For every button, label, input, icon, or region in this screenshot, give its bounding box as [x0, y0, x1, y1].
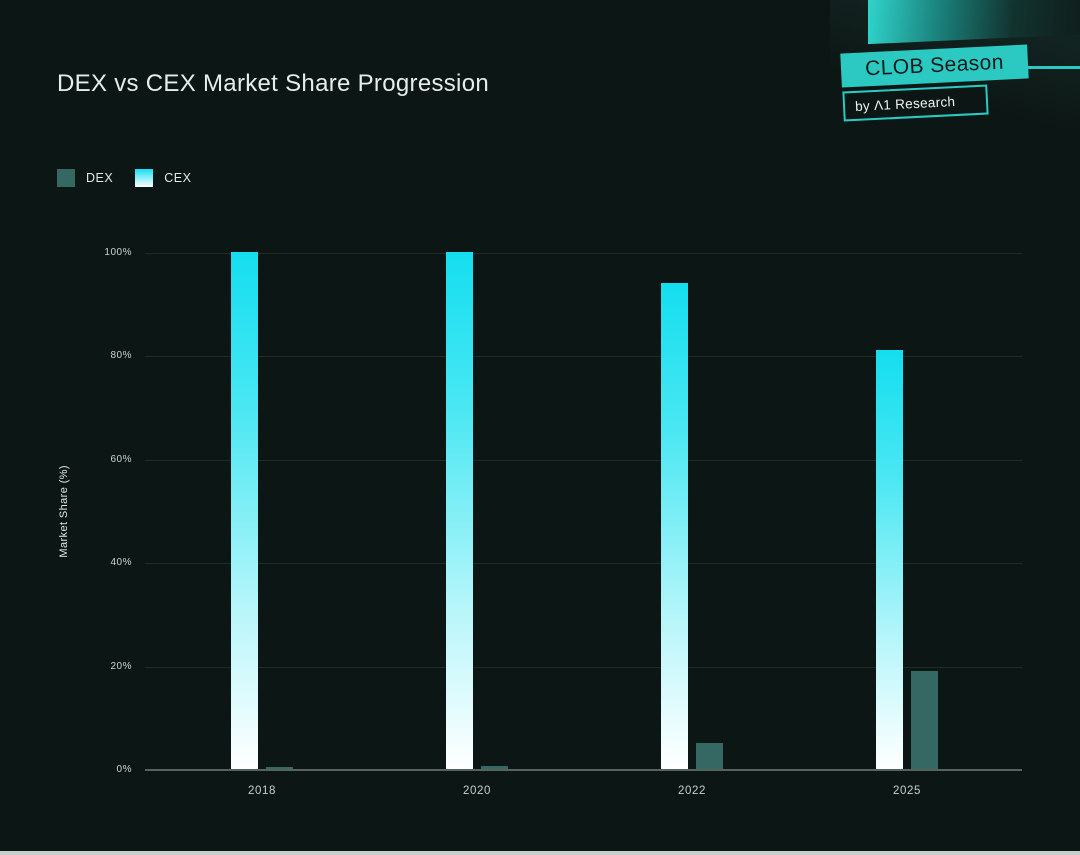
- legend-item-cex: CEX: [135, 169, 191, 187]
- bar-cex-2022: [661, 283, 688, 769]
- x-tick-label-2018: 2018: [248, 785, 276, 797]
- x-tick-label-2022: 2022: [678, 785, 706, 797]
- bar-dex-2018: [266, 767, 293, 769]
- legend: DEX CEX: [57, 169, 191, 187]
- y-tick-label-60: 60%: [110, 453, 132, 465]
- cex-swatch: [135, 169, 154, 187]
- bar-cex-2018: [231, 252, 258, 769]
- y-axis-title: Market Share (%): [58, 465, 70, 558]
- gridline-20: [145, 666, 1022, 668]
- bar-cex-2025: [876, 350, 903, 769]
- gridline-40: [145, 563, 1022, 565]
- gridline-60: [145, 459, 1022, 461]
- legend-label-cex: CEX: [164, 171, 192, 185]
- clob-season-label: CLOB Season: [864, 50, 1005, 81]
- gridline-80: [145, 356, 1022, 358]
- bar-cex-2020: [446, 252, 473, 769]
- badge-connector-line: [1026, 66, 1080, 69]
- bottom-edge-strip: [0, 851, 1080, 855]
- plot-area: [145, 252, 1022, 771]
- y-tick-label-20: 20%: [110, 660, 132, 672]
- x-axis-line: [145, 769, 1022, 771]
- y-tick-label-40: 40%: [110, 557, 132, 569]
- bar-dex-2020: [481, 766, 508, 769]
- bar-dex-2022: [696, 743, 723, 769]
- dex-swatch: [57, 169, 75, 187]
- legend-item-dex: DEX: [57, 169, 113, 187]
- y-tick-label-0: 0%: [116, 764, 132, 775]
- x-tick-label-2025: 2025: [893, 785, 921, 797]
- bar-dex-2025: [911, 670, 938, 769]
- y-tick-label-80: 80%: [110, 350, 132, 362]
- gridline-100: [145, 253, 1022, 254]
- chart-title: DEX vs CEX Market Share Progression: [57, 70, 489, 97]
- y-tick-label-100: 100%: [104, 247, 132, 258]
- x-tick-label-2020: 2020: [463, 785, 491, 797]
- by-a1-research-label: by Λ1 Research: [854, 93, 956, 114]
- legend-label-dex: DEX: [86, 171, 114, 185]
